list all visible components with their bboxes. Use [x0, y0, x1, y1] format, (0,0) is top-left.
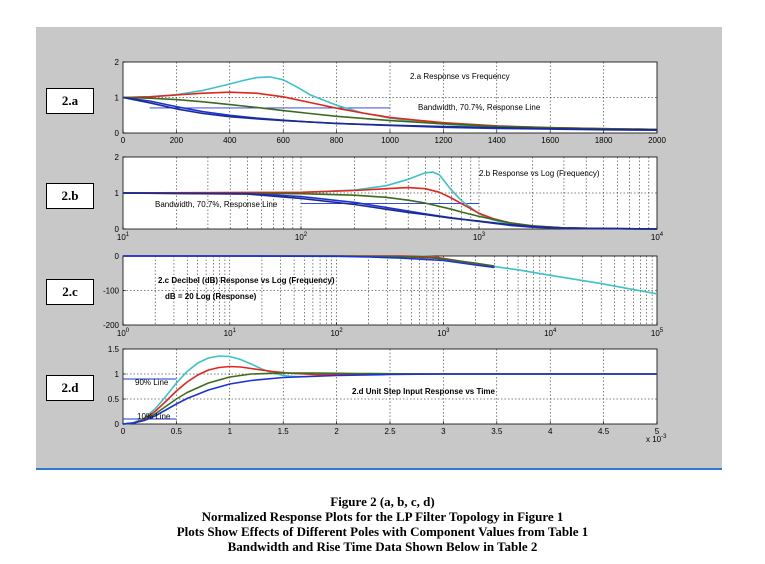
series-line [122, 373, 657, 425]
x-tick-label: 5 [655, 427, 660, 436]
x-tick-label: 102 [295, 232, 308, 242]
x-tick-label: 200 [170, 136, 184, 145]
x-tick-label: 103 [473, 232, 486, 242]
x-tick-label: 104 [544, 328, 557, 338]
x-tick-label: 4.5 [598, 427, 610, 436]
chart-2: 0 1 2 101 102 103 104 [115, 153, 664, 242]
series-line [122, 372, 657, 425]
chart-3-annotation: dB = 20 Log (Response) [165, 292, 257, 301]
chart-3: -200 -100 0 100 101 102 103 104 105 [103, 252, 664, 338]
y-tick-label: -200 [103, 321, 120, 330]
x-tick-label: 600 [277, 136, 291, 145]
caption-line-3: Plots Show Effects of Different Poles wi… [176, 524, 589, 539]
series-line [122, 365, 657, 425]
x-tick-label: 0 [121, 427, 126, 436]
x-tick-label: 1000 [381, 136, 399, 145]
y-tick-label: 1 [115, 189, 120, 198]
chart-4: 0 0.5 1 1.5 0 0.5 1 1.5 2 2.5 3 3.5 4 4.5 5 [108, 345, 660, 436]
y-tick-label: 0 [115, 225, 120, 234]
chart-1: 0 1 2 0 200 400 600 800 1000 1200 1400 1600 1800 2000 [115, 58, 667, 145]
y-tick-label: 0 [115, 252, 120, 261]
x-tick-label: 2.5 [384, 427, 396, 436]
panel-label-2c: 2.c [46, 279, 94, 305]
panel-label-2a: 2.a [46, 88, 94, 114]
chart-4-annotation-10: 10% Line [137, 412, 171, 421]
x-tick-label: 104 [651, 232, 664, 242]
chart-1-title: 2.a Response vs Frequency [410, 72, 510, 81]
figure-bottom-rule [36, 468, 722, 470]
caption-line-2: Normalized Response Plots for the LP Fil… [201, 509, 564, 524]
x-tick-label: 3.5 [491, 427, 503, 436]
x-tick-label: 1200 [435, 136, 453, 145]
caption-line-4: Bandwidth and Rise Time Data Shown Below… [227, 539, 538, 554]
x-tick-label: 3 [441, 427, 446, 436]
figure-caption: Figure 2 (a, b, c, d) Normalized Respons… [0, 494, 765, 554]
x-tick-label: 101 [224, 328, 237, 338]
y-tick-label: 0.5 [108, 395, 120, 404]
plot-area [122, 348, 658, 425]
series-line [122, 96, 658, 131]
x-tick-label: 1600 [541, 136, 559, 145]
x-tick-label: 2000 [648, 136, 666, 145]
series-line [123, 255, 495, 269]
y-tick-label: 1.5 [108, 345, 120, 354]
x-multiplier: x 10-3 [646, 434, 667, 444]
x-tick-label: 400 [223, 136, 237, 145]
x-tick-label: 4 [548, 427, 553, 436]
x-tick-label: 1 [228, 427, 233, 436]
panel-label-2b: 2.b [46, 183, 94, 209]
x-tick-label: 800 [330, 136, 344, 145]
y-tick-label: -100 [103, 287, 120, 296]
series-line [122, 192, 658, 230]
y-tick-label: 2 [115, 153, 120, 162]
y-tick-label: 2 [115, 58, 120, 67]
y-tick-label: 1 [115, 94, 120, 103]
x-tick-label: 1800 [595, 136, 613, 145]
x-tick-label: 100 [117, 328, 130, 338]
chart-2-annotation: Bandwidth, 70.7%, Response Line [155, 200, 278, 209]
chart-3-title: 2.c Decibel (dB) Response vs Log (Freque… [158, 276, 335, 285]
y-tick-label: 1 [115, 370, 120, 379]
x-tick-label: 101 [117, 232, 130, 242]
y-tick-label: 0 [115, 420, 120, 429]
chart-1-annotation: Bandwidth, 70.7%, Response Line [418, 103, 541, 112]
chart-4-title: 2.d Unit Step Input Response vs Time [352, 387, 496, 396]
x-tick-label: 102 [330, 328, 343, 338]
panel-label-2d: 2.d [46, 375, 94, 401]
y-tick-label: 0 [115, 129, 120, 138]
series-line [122, 96, 658, 131]
x-tick-label: 1400 [488, 136, 506, 145]
x-tick-label: 103 [437, 328, 450, 338]
x-tick-label: 105 [651, 328, 664, 338]
x-tick-label: 0.5 [171, 427, 183, 436]
chart-4-annotation-90: 90% Line [135, 378, 169, 387]
chart-2-title: 2.b Response vs Log (Frequency) [479, 169, 600, 178]
x-tick-label: 2 [334, 427, 339, 436]
caption-line-1: Figure 2 (a, b, c, d) [330, 494, 435, 509]
x-tick-label: 1.5 [278, 427, 290, 436]
x-tick-label: 0 [121, 136, 126, 145]
